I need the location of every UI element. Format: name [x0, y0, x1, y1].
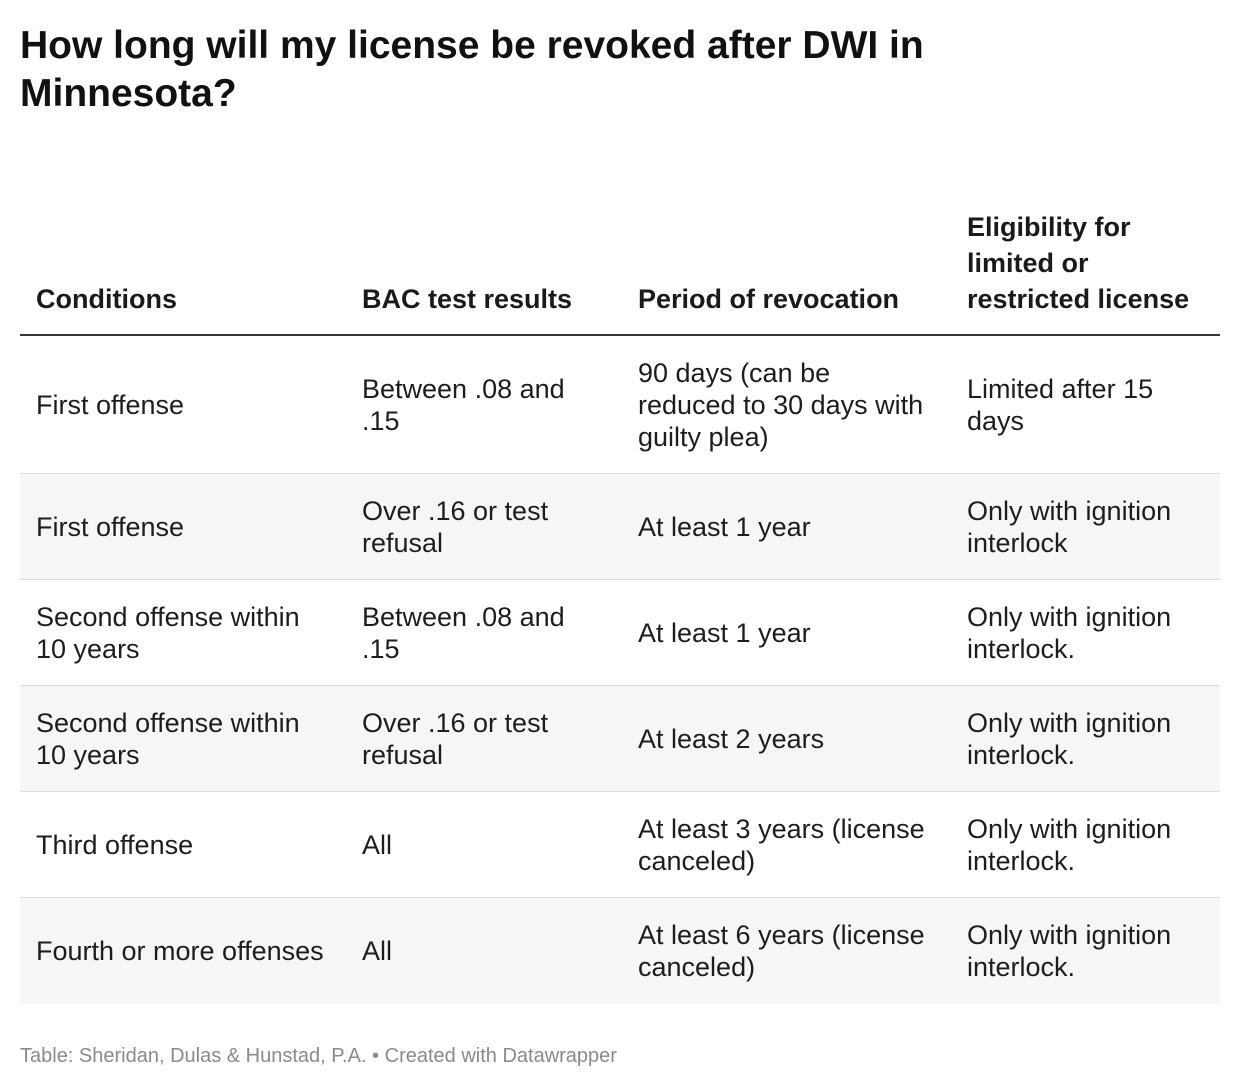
cell-period-of-revocation: At least 2 years	[638, 723, 825, 754]
column-header-eligibility[interactable]: Eligibility for limited or restricted li…	[967, 212, 1190, 314]
cell-eligibility: Only with ignition interlock.	[967, 601, 1172, 664]
cell-bac-test-results: Over .16 or test refusal	[362, 495, 549, 558]
table-row: Fourth or more offenses All At least 6 y…	[20, 898, 1220, 1004]
cell-bac-test-results: Between .08 and .15	[362, 373, 565, 436]
cell-bac-test-results: Over .16 or test refusal	[362, 707, 549, 770]
cell-period-of-revocation: At least 6 years (license canceled)	[638, 920, 925, 982]
table-row: Second offense within 10 years Over .16 …	[20, 686, 1220, 792]
cell-eligibility: Limited after 15 days	[967, 373, 1154, 436]
table-row: Third offense All At least 3 years (lice…	[20, 792, 1220, 898]
table-row: Second offense within 10 years Between .…	[20, 580, 1220, 686]
cell-conditions: Second offense within 10 years	[36, 707, 300, 770]
table-row: First offense Over .16 or test refusal A…	[20, 474, 1220, 580]
cell-period-of-revocation: At least 1 year	[638, 617, 811, 648]
cell-eligibility: Only with ignition interlock	[967, 495, 1172, 558]
cell-conditions: First offense	[36, 511, 185, 542]
column-header-period-of-revocation[interactable]: Period of revocation	[638, 284, 900, 314]
cell-eligibility: Only with ignition interlock.	[967, 707, 1172, 770]
cell-period-of-revocation: 90 days (can be reduced to 30 days with …	[638, 357, 924, 452]
source-footer: Table: Sheridan, Dulas & Hunstad, P.A. •…	[20, 1045, 617, 1067]
cell-conditions: First offense	[36, 389, 185, 420]
cell-conditions: Third offense	[36, 829, 194, 860]
column-header-conditions[interactable]: Conditions	[36, 284, 177, 314]
cell-eligibility: Only with ignition interlock.	[967, 813, 1172, 876]
cell-period-of-revocation: At least 3 years (license canceled)	[638, 813, 925, 876]
cell-period-of-revocation: At least 1 year	[638, 511, 811, 542]
column-header-bac-test-results[interactable]: BAC test results	[362, 284, 573, 314]
cell-bac-test-results: Between .08 and .15	[362, 601, 565, 664]
cell-eligibility: Only with ignition interlock.	[967, 920, 1172, 982]
cell-conditions: Fourth or more offenses	[36, 936, 324, 966]
table-row: First offense Between .08 and .15 90 day…	[20, 336, 1220, 474]
cell-conditions: Second offense within 10 years	[36, 601, 300, 664]
page-title: How long will my license be revoked afte…	[20, 24, 924, 115]
cell-bac-test-results: All	[362, 936, 393, 966]
table-header: Conditions BAC test results Period of re…	[20, 160, 1220, 336]
revocation-table: Conditions BAC test results Period of re…	[20, 160, 1220, 1004]
cell-bac-test-results: All	[362, 829, 393, 860]
